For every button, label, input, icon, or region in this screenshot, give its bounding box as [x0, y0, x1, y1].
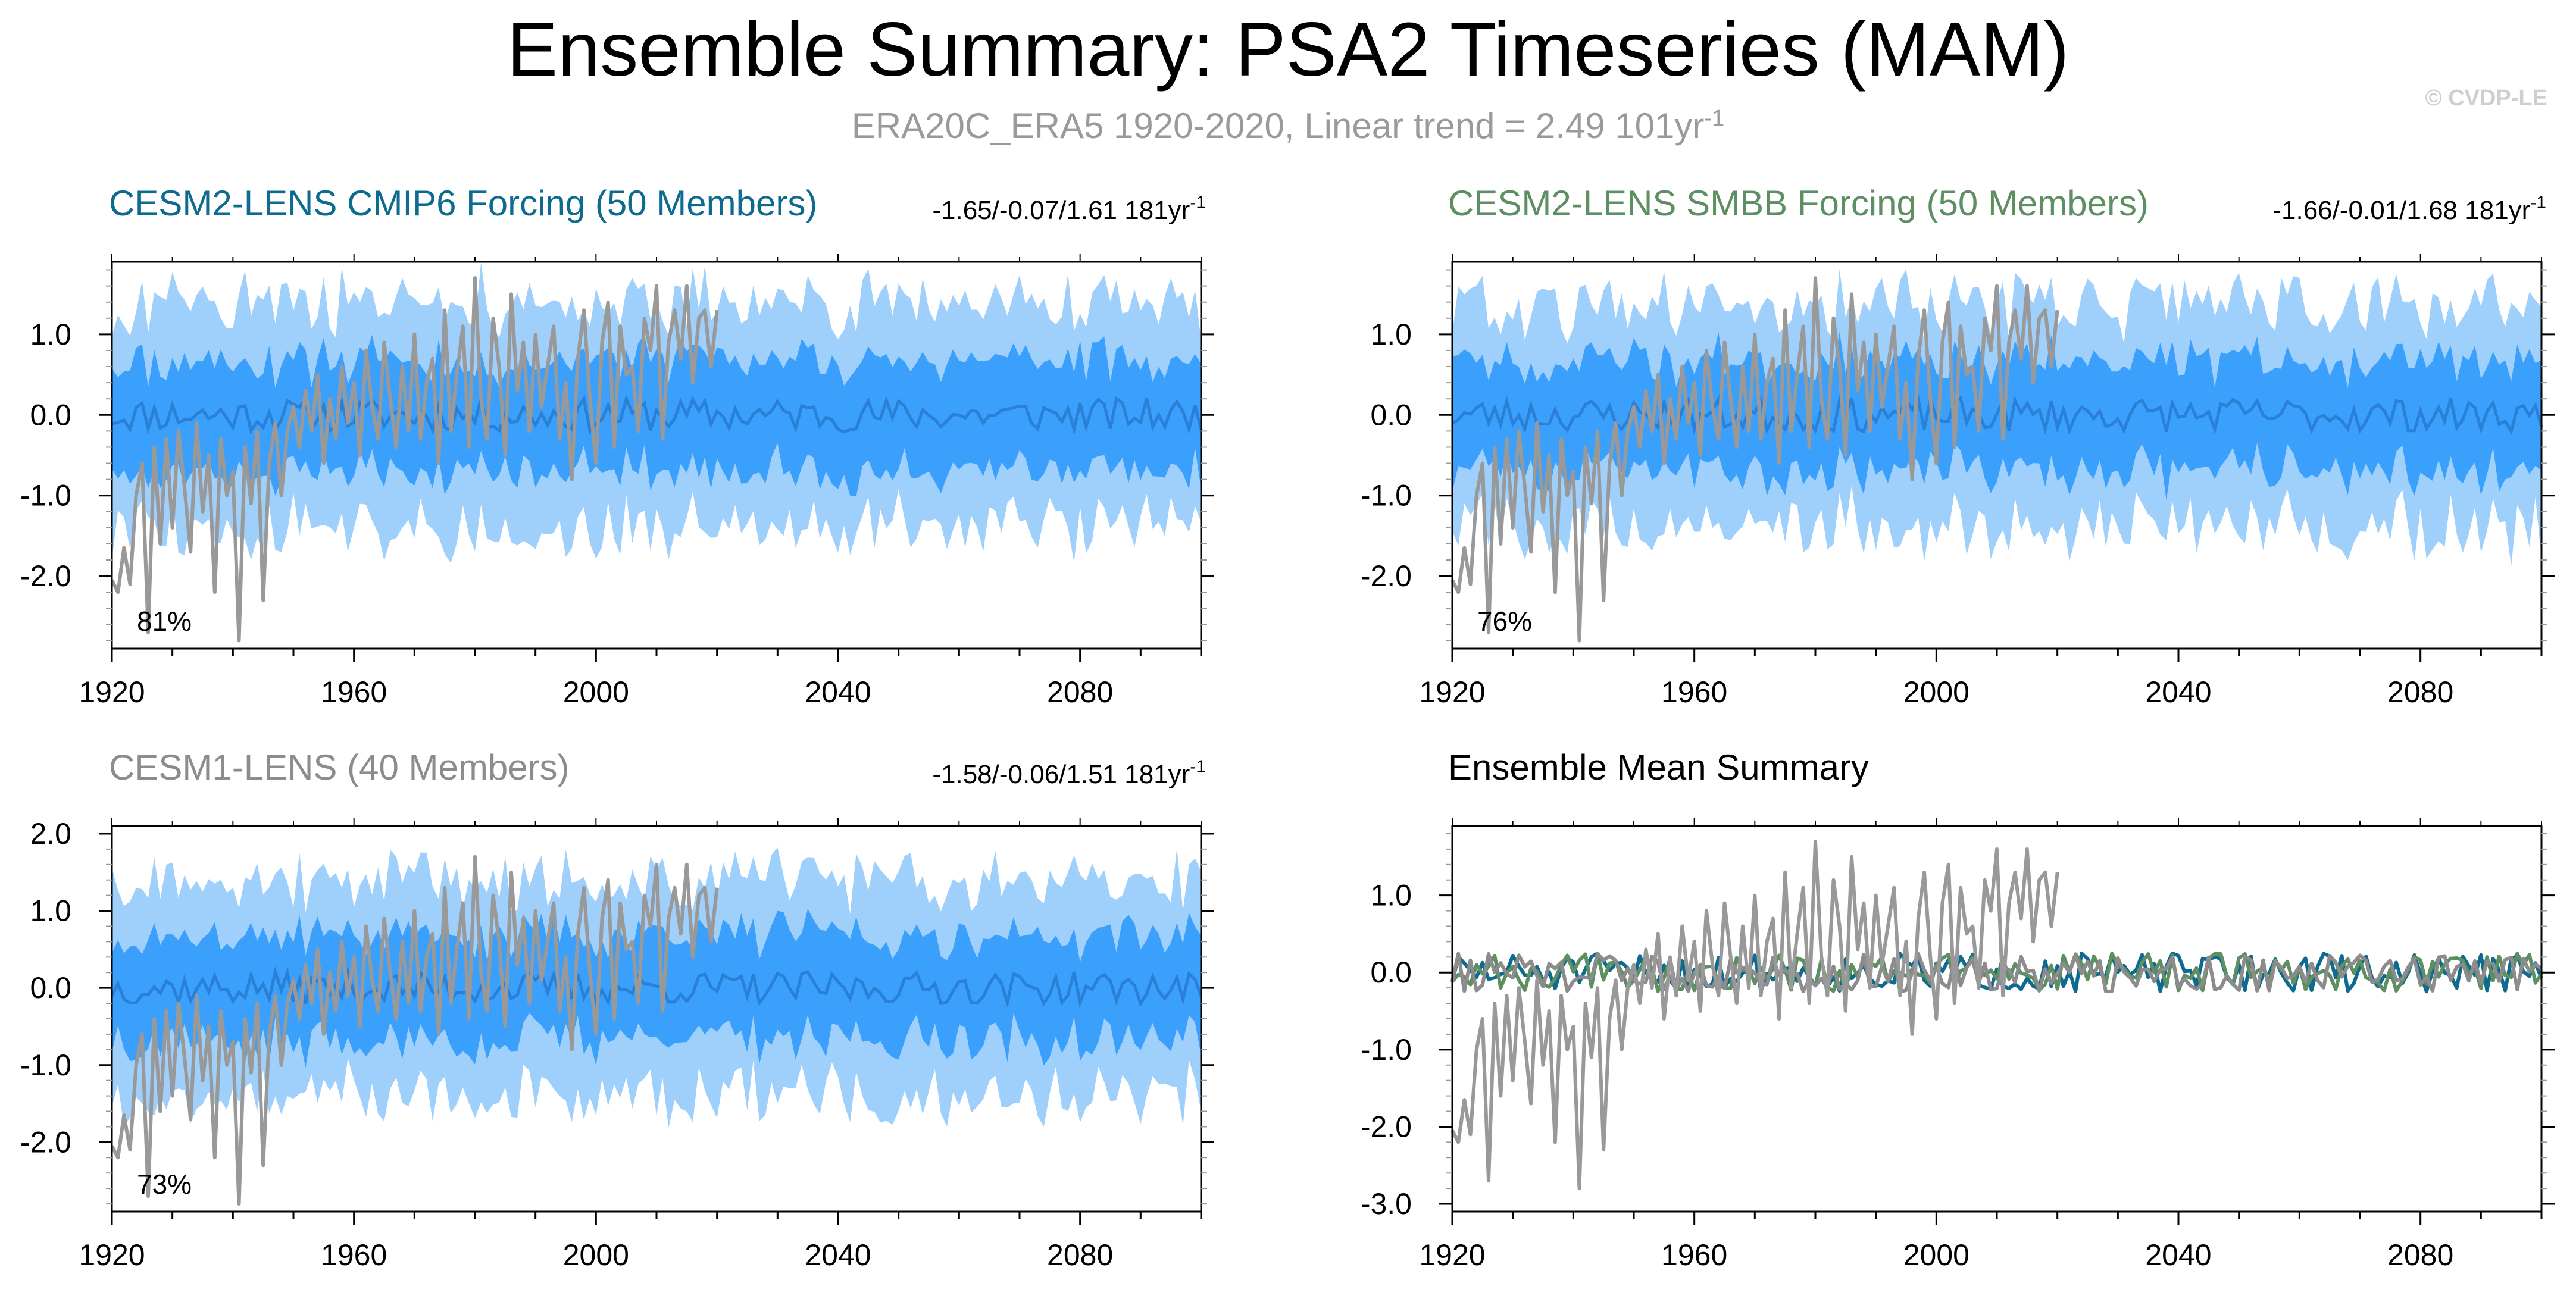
- panel-title: CESM2-LENS SMBB Forcing (50 Members): [1448, 183, 2149, 223]
- observed-line: [110, 855, 719, 1206]
- x-tick-label: 2080: [1047, 675, 1113, 709]
- y-tick-label: -2.0: [20, 559, 71, 593]
- panel-title: CESM2-LENS CMIP6 Forcing (50 Members): [109, 183, 817, 223]
- x-tick-label: 2040: [2145, 675, 2211, 709]
- percent-label: 81%: [137, 606, 192, 637]
- y-tick-label: -1.0: [1361, 479, 1412, 512]
- y-tick-label: 1.0: [1370, 318, 1412, 351]
- trend-label: -1.58/-0.06/1.51 181yr-1: [932, 757, 1206, 789]
- x-tick-label: 1920: [1419, 1238, 1485, 1272]
- y-tick-label: 0.0: [30, 971, 71, 1004]
- panel-title: CESM1-LENS (40 Members): [109, 747, 570, 787]
- watermark: © CVDP-LE: [2425, 86, 2547, 111]
- figure-subtitle: ERA20C_ERA5 1920-2020, Linear trend = 2.…: [0, 98, 2576, 147]
- chart-panel-cesm1: 73% 1920 1960 2000 2040 2080 2.0 1.0 0.0 -1.0 -2.0…: [20, 747, 1214, 1272]
- chart-panel-cmip6: 81% 1920 1960 2000 2040 2080 1.0 0.0 -1.0 -2.0 CES…: [20, 183, 1214, 709]
- x-tick-label: 1960: [1661, 675, 1727, 709]
- observed-line: [1450, 276, 2059, 643]
- percent-label: 76%: [1477, 606, 1532, 637]
- x-tick-label: 1920: [1419, 675, 1485, 709]
- inner-spread-band: [112, 909, 1201, 1068]
- y-tick-label: 0.0: [30, 398, 71, 431]
- subtitle-superscript: -1: [1704, 106, 1725, 131]
- x-tick-label: 1920: [79, 675, 145, 709]
- series-line-3: [1450, 839, 2059, 1191]
- y-tick-label: -2.0: [1361, 1110, 1412, 1143]
- figure-title: Ensemble Summary: PSA2 Timeseries (MAM): [507, 7, 2069, 92]
- y-tick-label: -2.0: [1361, 559, 1412, 593]
- y-tick-label: 0.0: [1370, 398, 1412, 431]
- y-tick-label: 1.0: [30, 894, 71, 928]
- y-tick-label: 1.0: [30, 318, 71, 351]
- x-tick-label: 2080: [1047, 1238, 1113, 1272]
- x-tick-label: 2080: [2387, 1238, 2453, 1272]
- x-tick-label: 2040: [805, 675, 871, 709]
- ensemble-mean-line: [1451, 393, 2543, 436]
- inner-spread-band: [112, 334, 1201, 497]
- percent-label: 73%: [137, 1169, 192, 1200]
- y-tick-label: 2.0: [30, 817, 71, 850]
- y-tick-label: 1.0: [1370, 879, 1412, 912]
- x-tick-label: 1960: [1661, 1238, 1727, 1272]
- y-tick-label: -3.0: [1361, 1187, 1412, 1220]
- y-tick-label: -2.0: [20, 1125, 71, 1159]
- observed-line: [110, 276, 719, 643]
- x-tick-label: 2000: [563, 1238, 629, 1272]
- trend-label: -1.66/-0.01/1.68 181yr-1: [2272, 193, 2546, 225]
- series-line-2: [1450, 952, 2543, 994]
- ensemble-mean-line: [110, 966, 1203, 1009]
- trend-label: -1.65/-0.07/1.61 181yr-1: [932, 193, 1206, 225]
- x-tick-label: 1920: [79, 1238, 145, 1272]
- y-tick-label: -1.0: [20, 1049, 71, 1082]
- y-tick-label: -1.0: [1361, 1033, 1412, 1066]
- chart-panel-smbb: 76% 1920 1960 2000 2040 2080 1.0 0.0 -1.0 -2.0 CES…: [1361, 183, 2555, 709]
- x-tick-label: 2000: [563, 675, 629, 709]
- subtitle-text: ERA20C_ERA5 1920-2020, Linear trend = 2.…: [851, 106, 1705, 146]
- y-tick-label: -1.0: [20, 479, 71, 512]
- x-tick-label: 2040: [805, 1238, 871, 1272]
- panel-title: Ensemble Mean Summary: [1448, 747, 1869, 787]
- x-tick-label: 2000: [1903, 675, 1969, 709]
- x-tick-label: 2080: [2387, 675, 2453, 709]
- chart-panel-ensmean: 1920 1960 2000 2040 2080 1.0 0.0 -1.0 -2.0 -3.0 En…: [1361, 747, 2555, 1272]
- y-tick-label: 0.0: [1370, 956, 1412, 989]
- ensemble-mean-line: [111, 394, 1203, 436]
- x-tick-label: 1960: [321, 675, 387, 709]
- x-tick-label: 2000: [1903, 1238, 1969, 1272]
- x-tick-label: 1960: [321, 1238, 387, 1272]
- x-tick-label: 2040: [2145, 1238, 2211, 1272]
